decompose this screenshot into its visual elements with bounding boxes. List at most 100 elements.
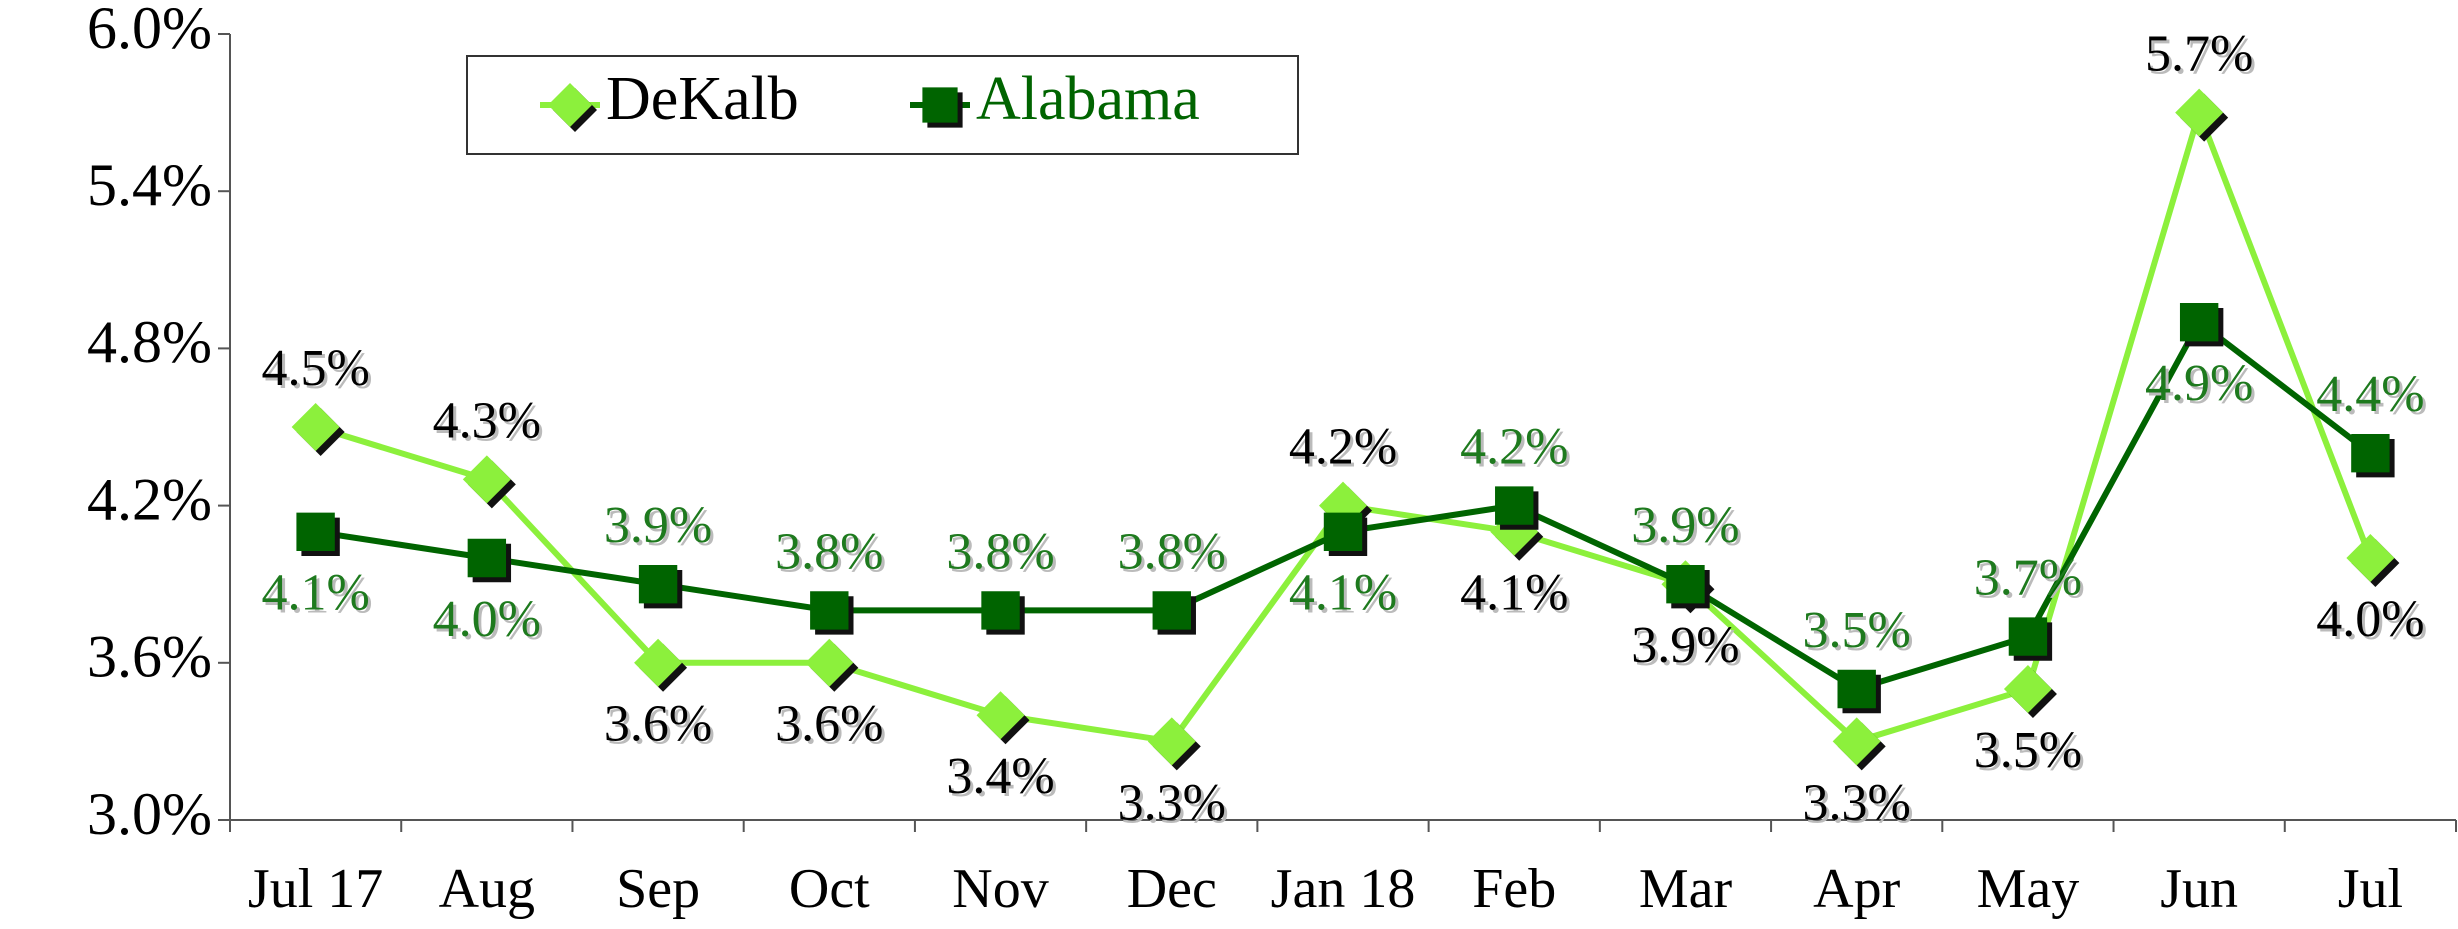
data-point <box>2351 434 2390 473</box>
data-point <box>1152 591 1191 630</box>
data-label: 4.5% <box>261 340 369 397</box>
data-label: 4.0% <box>433 591 541 648</box>
data-label: 4.3% <box>433 392 541 449</box>
x-tick-label: May <box>1977 858 2080 920</box>
x-tick-label: Mar <box>1639 858 1733 920</box>
data-point <box>638 565 678 604</box>
data-label: 3.8% <box>775 523 883 580</box>
x-tick-label: Nov <box>952 858 1048 920</box>
x-tick-label: Oct <box>789 858 870 920</box>
data-label: 3.3% <box>1803 774 1911 831</box>
data-label: 3.3% <box>1118 774 1226 831</box>
data-label-shadow: 4.2% <box>1292 422 1400 479</box>
data-label: 4.2% <box>1289 419 1397 476</box>
data-point <box>2346 534 2395 582</box>
x-tick-label: Jun <box>2160 858 2238 920</box>
x-tick-label: Apr <box>1813 858 1900 920</box>
data-point <box>1495 486 1534 525</box>
data-point <box>1837 669 1876 709</box>
data-label-shadow: 4.1% <box>1463 568 1571 625</box>
data-label: 3.9% <box>604 497 712 554</box>
data-label: 3.6% <box>604 696 712 753</box>
data-point <box>291 403 340 451</box>
data-label: 4.1% <box>1289 565 1397 622</box>
data-label-shadow: 3.8% <box>778 526 886 583</box>
data-label-shadow: 3.6% <box>607 699 715 756</box>
legend-marker <box>548 83 592 127</box>
data-point <box>2175 88 2224 137</box>
data-label: 4.4% <box>2316 366 2424 423</box>
data-point <box>1323 512 1363 551</box>
data-label-shadow: 3.3% <box>1121 777 1229 834</box>
y-tick-label: 3.0% <box>87 781 212 847</box>
data-label-shadow: 3.5% <box>1806 605 1914 662</box>
data-label-shadow: 3.9% <box>607 500 715 557</box>
data-label: 3.5% <box>1803 602 1911 659</box>
data-label: 3.9% <box>1631 497 1739 554</box>
x-tick-label: Feb <box>1472 858 1556 920</box>
legend-marker <box>922 87 958 123</box>
data-point <box>296 512 335 551</box>
data-label: 4.1% <box>1460 565 1568 622</box>
data-point <box>810 591 849 630</box>
data-label-shadow: 4.4% <box>2319 369 2427 426</box>
data-label-shadow: 4.1% <box>1292 568 1400 625</box>
data-label-shadow: 4.5% <box>264 343 372 400</box>
data-label-shadow: 3.8% <box>1121 526 1229 583</box>
data-label: 3.9% <box>1631 617 1739 674</box>
data-label: 4.2% <box>1460 419 1568 476</box>
data-point <box>467 538 507 578</box>
data-point <box>976 691 1025 740</box>
data-label: 3.7% <box>1974 550 2082 607</box>
data-label-shadow: 4.0% <box>2319 594 2427 651</box>
data-point <box>2008 617 2048 656</box>
data-label-shadow: 4.1% <box>264 568 372 625</box>
x-tick-label: Aug <box>439 858 535 920</box>
data-label: 3.4% <box>946 748 1054 805</box>
legend-label: DeKalb <box>606 65 799 133</box>
data-point <box>2003 665 2052 713</box>
y-tick-label: 5.4% <box>87 152 212 218</box>
data-point <box>1147 717 1196 766</box>
data-label-shadow: 3.9% <box>1634 620 1742 677</box>
x-tick-label: Jan 18 <box>1271 858 1416 920</box>
data-label-shadow: 4.9% <box>2148 358 2256 415</box>
data-label: 4.9% <box>2145 355 2253 412</box>
x-tick-label: Dec <box>1127 858 1217 920</box>
data-label: 4.0% <box>2316 591 2424 648</box>
data-point <box>805 638 854 687</box>
legend-box <box>466 55 1299 155</box>
data-label-shadow: 4.3% <box>436 395 544 452</box>
x-tick-label: Jul 17 <box>248 858 383 920</box>
data-label: 5.7% <box>2145 26 2253 83</box>
data-label-shadow: 5.7% <box>2148 29 2256 86</box>
x-tick-label: Jul <box>2338 858 2403 920</box>
data-label-shadow: 4.2% <box>1463 422 1571 479</box>
data-label-shadow: 3.3% <box>1806 777 1914 834</box>
data-point <box>1666 565 1705 604</box>
data-label-shadow: 3.9% <box>1634 500 1742 557</box>
data-label-shadow: 3.7% <box>1977 553 2085 610</box>
data-label-shadow: 3.6% <box>778 699 886 756</box>
legend-label: Alabama <box>976 65 1200 133</box>
x-tick-label: Sep <box>616 858 700 920</box>
data-point <box>462 455 511 504</box>
data-point <box>981 591 1020 630</box>
data-point <box>2179 303 2219 342</box>
data-label-shadow: 3.4% <box>949 751 1057 808</box>
y-tick-label: 4.2% <box>87 466 212 532</box>
data-label: 4.1% <box>261 565 369 622</box>
data-label-shadow: 3.8% <box>949 526 1057 583</box>
y-tick-label: 3.6% <box>87 624 212 690</box>
data-label-shadow: 4.0% <box>436 594 544 651</box>
data-label-shadow: 3.5% <box>1977 725 2085 782</box>
data-point <box>1832 717 1881 766</box>
data-label: 3.8% <box>1118 523 1226 580</box>
data-point <box>634 638 683 687</box>
data-label: 3.8% <box>946 523 1054 580</box>
data-label: 3.6% <box>775 696 883 753</box>
y-tick-label: 4.8% <box>87 309 212 375</box>
y-tick-label: 6.0% <box>87 0 212 61</box>
data-label: 3.5% <box>1974 722 2082 779</box>
